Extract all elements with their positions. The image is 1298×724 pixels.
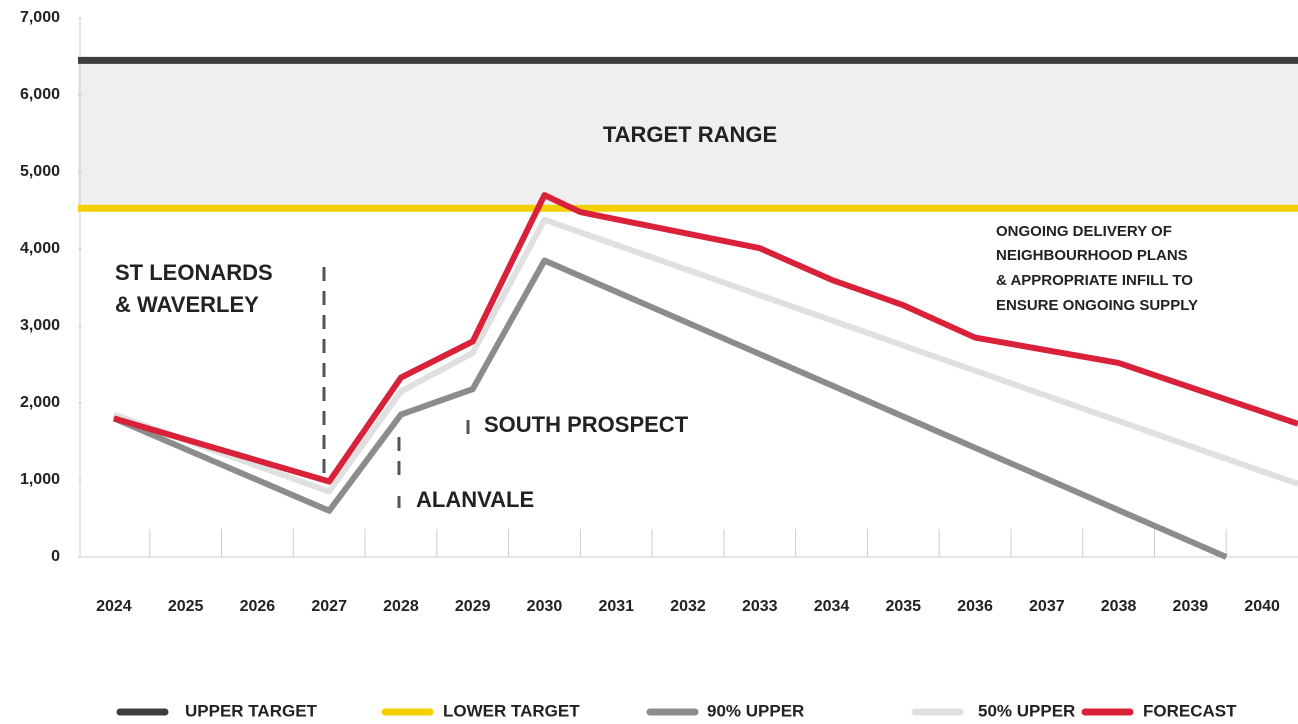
target-band <box>78 60 1298 209</box>
legend-label: UPPER TARGET <box>185 701 318 720</box>
annotation: & WAVERLEY <box>115 292 259 317</box>
series-line <box>113 192 1298 485</box>
x-tick-label: 2040 <box>1244 598 1280 615</box>
x-tick-label: 2024 <box>96 598 132 615</box>
annotation: SOUTH PROSPECT <box>484 412 689 437</box>
series-line <box>112 257 1228 560</box>
x-tick-label: 2039 <box>1173 598 1209 615</box>
x-tick-label: 2036 <box>957 598 993 615</box>
note-line: ONGOING DELIVERY OF <box>996 223 1172 240</box>
supply-note: ONGOING DELIVERY OF NEIGHBOURHOOD PLANS … <box>996 223 1198 314</box>
annotation: ALANVALE <box>416 487 534 512</box>
series-line <box>112 216 1298 495</box>
y-tick-label: 1,000 <box>20 471 60 488</box>
x-tick-label: 2034 <box>814 598 850 615</box>
legend-label: 90% UPPER <box>707 701 804 720</box>
legend-label: 50% UPPER <box>978 701 1075 720</box>
x-tick-label: 2031 <box>598 598 634 615</box>
annotation: ST LEONARDS <box>115 260 273 285</box>
x-tick-label: 2025 <box>168 598 204 615</box>
x-tick-label: 2033 <box>742 598 778 615</box>
x-tick-label: 2028 <box>383 598 419 615</box>
y-tick-label: 6,000 <box>20 86 60 103</box>
legend-label: FORECAST <box>1143 701 1237 720</box>
note-line: NEIGHBOURHOOD PLANS <box>996 247 1188 264</box>
y-tick-label: 2,000 <box>20 394 60 411</box>
y-tick-label: 3,000 <box>20 317 60 334</box>
note-line: ENSURE ONGOING SUPPLY <box>996 297 1198 314</box>
x-tick-label: 2029 <box>455 598 491 615</box>
band-label: TARGET RANGE <box>603 122 777 147</box>
x-tick-label: 2030 <box>527 598 563 615</box>
y-tick-label: 4,000 <box>20 240 60 257</box>
y-tick-label: 0 <box>51 548 60 565</box>
x-tick-label: 2035 <box>885 598 921 615</box>
annotation-markers <box>322 267 470 508</box>
x-tick-label: 2038 <box>1101 598 1137 615</box>
y-tick-label: 5,000 <box>20 163 60 180</box>
legend-label: LOWER TARGET <box>443 701 580 720</box>
y-tick-label: 7,000 <box>20 9 60 26</box>
x-tick-label: 2037 <box>1029 598 1065 615</box>
plot: 0 1,000 2,000 3,000 4,000 5,000 6,000 7,000 2024… <box>20 9 1298 720</box>
note-line: & APPROPRIATE INFILL TO <box>996 272 1193 289</box>
x-tick-label: 2027 <box>311 598 347 615</box>
x-tick-label: 2032 <box>670 598 706 615</box>
x-tick-label: 2026 <box>240 598 276 615</box>
